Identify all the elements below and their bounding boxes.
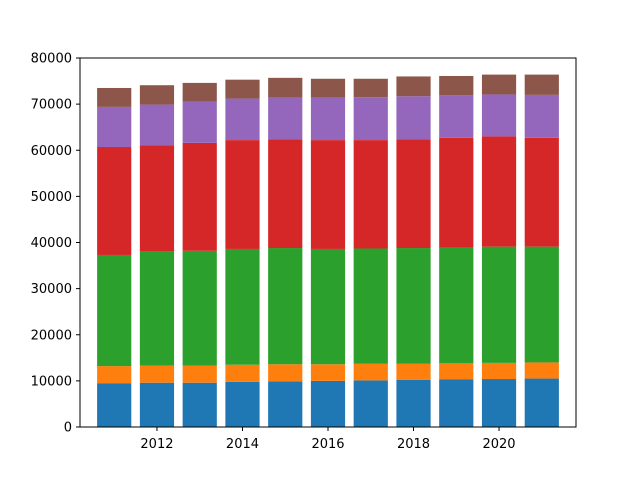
bar-segment-2021-series-5	[524, 94, 559, 138]
bar-segment-2021-series-3	[524, 246, 559, 363]
bar-segment-2012-series-3	[139, 251, 175, 366]
bar-segment-2019-series-3	[439, 247, 474, 364]
axes-layer: 0 10000 20000 30000 40000 50000 60000 70000 8000…	[31, 52, 577, 452]
x-tick-label: 2012	[140, 437, 173, 452]
y-tick-label: 60000	[31, 144, 72, 159]
bar-segment-2014-series-5	[225, 98, 260, 141]
bar-segment-2019-series-6	[439, 75, 474, 96]
bar-segment-2013-series-2	[182, 365, 217, 383]
bar-segment-2015-series-2	[268, 364, 303, 382]
bar-segment-2017-series-1	[353, 380, 388, 427]
bar-segment-2012-series-4	[139, 145, 175, 252]
bar-segment-2020-series-1	[481, 379, 517, 427]
bar-segment-2012-series-6	[139, 85, 175, 105]
bar-segment-2017-series-4	[353, 140, 388, 249]
bar-segment-2018-series-6	[396, 76, 431, 97]
bar-segment-2020-series-6	[481, 74, 517, 95]
x-tick-label: 2020	[482, 437, 515, 452]
bar-segment-2019-series-5	[439, 95, 474, 138]
bar-segment-2017-series-6	[353, 78, 388, 98]
bar-segment-2020-series-2	[481, 362, 517, 380]
bar-segment-2014-series-1	[225, 381, 260, 427]
x-tick-label: 2016	[311, 437, 344, 452]
bar-segment-2018-series-3	[396, 248, 431, 364]
bar-segment-2013-series-1	[182, 382, 217, 427]
bar-segment-2015-series-1	[268, 381, 303, 427]
bar-segment-2014-series-2	[225, 364, 260, 382]
bar-segment-2019-series-4	[439, 137, 474, 248]
y-tick-label: 30000	[31, 282, 72, 297]
bar-segment-2020-series-3	[481, 246, 517, 363]
bar-segment-2019-series-1	[439, 379, 474, 427]
bar-segment-2016-series-2	[310, 364, 346, 381]
bar-segment-2013-series-5	[182, 101, 217, 143]
bar-segment-2012-series-1	[139, 382, 175, 427]
bar-segment-2011-series-5	[97, 106, 132, 148]
bar-segment-2016-series-5	[310, 97, 346, 141]
bar-segment-2016-series-4	[310, 140, 346, 249]
bar-segment-2015-series-5	[268, 97, 303, 140]
bar-segment-2015-series-6	[268, 77, 303, 98]
y-tick-label: 80000	[31, 52, 72, 67]
x-tick-label: 2014	[226, 437, 259, 452]
bar-segment-2020-series-4	[481, 136, 517, 247]
y-tick-label: 70000	[31, 98, 72, 113]
bar-segment-2014-series-4	[225, 140, 260, 249]
bar-segment-2021-series-2	[524, 362, 559, 379]
bar-segment-2014-series-3	[225, 248, 260, 365]
bar-segment-2016-series-3	[310, 248, 346, 365]
y-tick-label: 0	[64, 421, 72, 436]
bar-segment-2013-series-3	[182, 250, 217, 366]
bar-segment-2013-series-6	[182, 82, 217, 102]
bar-segment-2015-series-3	[268, 248, 303, 365]
y-tick-label: 20000	[31, 328, 72, 343]
bar-segment-2020-series-5	[481, 94, 517, 137]
bar-segment-2011-series-6	[97, 87, 132, 107]
bar-segment-2017-series-5	[353, 97, 388, 141]
bar-segment-2012-series-5	[139, 104, 175, 146]
y-tick-label: 10000	[31, 374, 72, 389]
y-tick-label: 50000	[31, 190, 72, 205]
bar-segment-2021-series-4	[524, 137, 559, 247]
bar-segment-2017-series-2	[353, 363, 388, 381]
bars-layer	[97, 74, 559, 427]
bar-segment-2018-series-1	[396, 379, 431, 427]
bar-segment-2013-series-4	[182, 142, 217, 251]
bar-segment-2014-series-6	[225, 79, 260, 99]
bar-segment-2018-series-4	[396, 139, 431, 249]
bar-segment-2012-series-2	[139, 365, 175, 383]
bar-segment-2011-series-4	[97, 147, 132, 255]
bar-segment-2017-series-3	[353, 248, 388, 364]
bar-segment-2019-series-2	[439, 363, 474, 380]
y-tick-label: 40000	[31, 236, 72, 251]
x-tick-label: 2018	[397, 437, 430, 452]
bar-segment-2018-series-2	[396, 363, 431, 380]
bar-segment-2021-series-1	[524, 378, 559, 427]
bar-segment-2016-series-6	[310, 78, 346, 98]
bar-segment-2011-series-2	[97, 366, 132, 384]
bar-segment-2021-series-6	[524, 74, 559, 95]
bar-segment-2018-series-5	[396, 96, 431, 140]
bar-segment-2011-series-3	[97, 254, 132, 367]
bar-segment-2011-series-1	[97, 383, 132, 427]
bar-segment-2015-series-4	[268, 139, 303, 249]
bar-segment-2016-series-1	[310, 380, 346, 427]
